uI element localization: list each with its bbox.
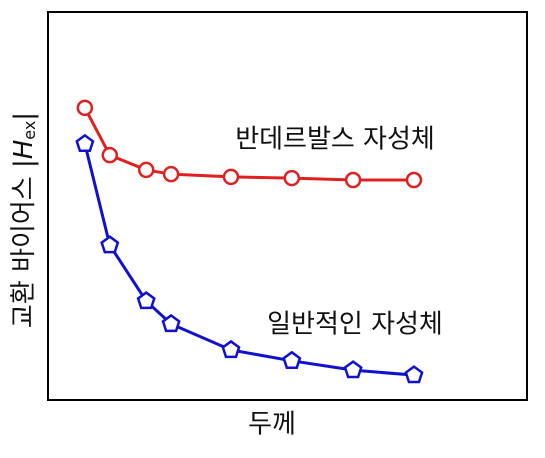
- y-label-symbol: H: [9, 140, 39, 160]
- series-annotation: 반데르발스 자성체: [235, 125, 435, 155]
- y-label-subscript: ex: [20, 121, 39, 140]
- marker: [100, 235, 120, 254]
- marker: [137, 161, 155, 179]
- y-label-bar: |: [9, 112, 39, 121]
- marker: [343, 360, 363, 379]
- y-label-text: 교환 바이어스 |: [9, 159, 39, 328]
- marker: [222, 168, 240, 186]
- marker: [76, 99, 94, 117]
- marker: [405, 171, 423, 189]
- marker: [101, 146, 119, 164]
- x-axis-label: 두께: [248, 410, 296, 440]
- plot-frame: [47, 11, 528, 401]
- series-annotation: 일반적인 자성체: [267, 310, 443, 340]
- marker: [136, 291, 156, 310]
- marker: [221, 339, 241, 359]
- marker: [344, 171, 362, 189]
- marker: [161, 313, 181, 333]
- marker: [404, 365, 424, 384]
- marker: [162, 165, 180, 183]
- marker: [282, 350, 302, 369]
- marker: [75, 133, 95, 153]
- y-axis-label: 교환 바이어스 |Hex|: [9, 112, 39, 328]
- marker: [283, 169, 301, 187]
- series-line: [83, 143, 415, 377]
